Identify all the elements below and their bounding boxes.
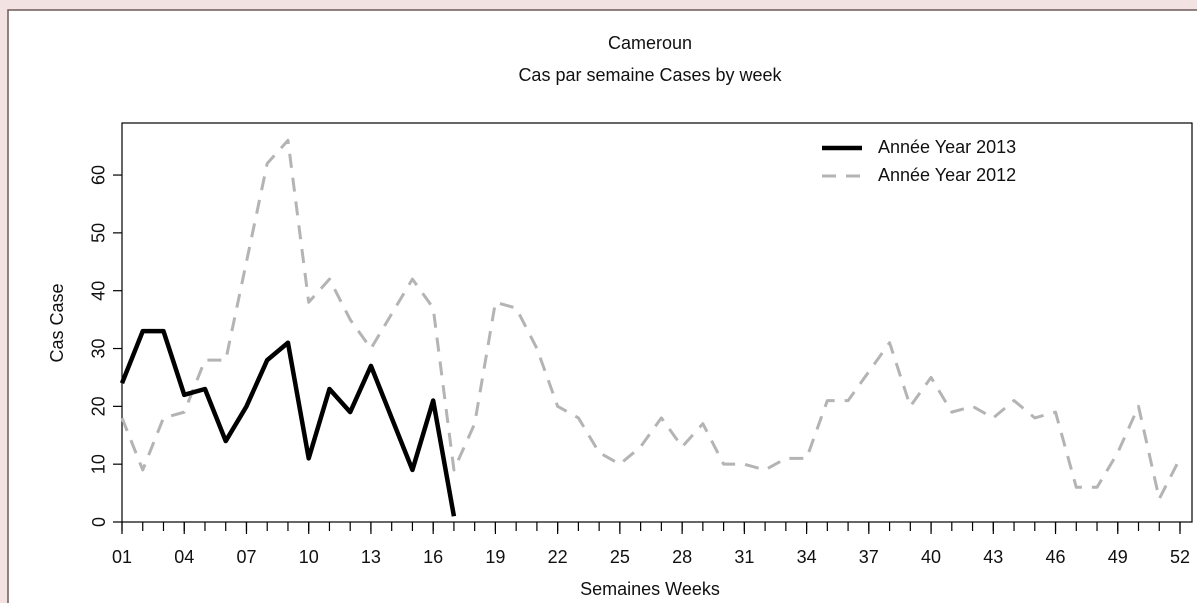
x-tick-label: 13 — [361, 547, 381, 567]
chart-title: Cameroun — [608, 33, 692, 53]
x-tick-label: 31 — [734, 547, 754, 567]
x-tick-label: 40 — [921, 547, 941, 567]
x-tick-label: 49 — [1108, 547, 1128, 567]
x-tick-label: 07 — [236, 547, 256, 567]
x-tick-label: 52 — [1170, 547, 1190, 567]
x-tick-label: 19 — [485, 547, 505, 567]
legend-label: Année Year 2013 — [878, 137, 1016, 157]
x-tick-label: 43 — [983, 547, 1003, 567]
x-tick-label: 37 — [859, 547, 879, 567]
x-tick-label: 34 — [797, 547, 817, 567]
x-tick-label: 16 — [423, 547, 443, 567]
chart-subtitle: Cas par semaine Cases by week — [518, 65, 782, 85]
x-tick-label: 04 — [174, 547, 194, 567]
y-tick-label: 50 — [89, 223, 109, 243]
plot-frame — [121, 122, 1193, 523]
x-tick-label: 01 — [112, 547, 132, 567]
x-tick-label: 28 — [672, 547, 692, 567]
y-tick-label: 0 — [89, 517, 109, 527]
series-line — [119, 328, 457, 517]
y-tick-label: 40 — [89, 281, 109, 301]
legend-label: Année Year 2012 — [878, 165, 1016, 185]
y-tick-label: 30 — [89, 339, 109, 359]
x-tick-label: 22 — [548, 547, 568, 567]
y-tick-label: 10 — [89, 454, 109, 474]
y-axis-label: Cas Case — [47, 283, 67, 362]
y-tick-label: 60 — [89, 165, 109, 185]
x-tick-label: 46 — [1046, 547, 1066, 567]
x-tick-label: 10 — [299, 547, 319, 567]
x-axis-label: Semaines Weeks — [580, 579, 720, 599]
panel — [7, 9, 1197, 603]
y-tick-label: 20 — [89, 396, 109, 416]
x-tick-label: 25 — [610, 547, 630, 567]
series-line — [120, 138, 1182, 501]
